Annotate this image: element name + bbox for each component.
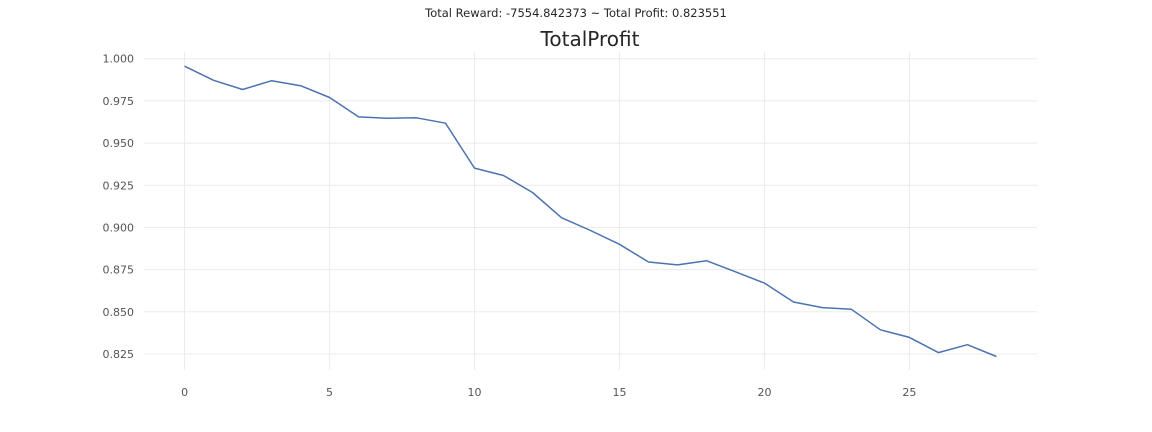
- y-tick-label: 0.850: [103, 306, 135, 319]
- series-group: [184, 65, 997, 358]
- y-tick-label: 0.925: [103, 179, 135, 192]
- x-tick-label: 0: [181, 386, 188, 399]
- y-tick-label: 0.950: [103, 137, 135, 150]
- y-tick-labels: 1.000 0.975 0.950 0.925 0.900 0.875 0.850 0.825: [103, 53, 135, 361]
- y-tick-label: 1.000: [103, 53, 135, 66]
- x-tick-label: 25: [902, 386, 916, 399]
- x-tick-label: 5: [326, 386, 333, 399]
- x-tick-labels: 0 5 10 15 20 25: [181, 386, 916, 399]
- x-tick-label: 10: [468, 386, 482, 399]
- y-tick-label: 0.900: [103, 221, 135, 234]
- series-line: [184, 65, 997, 358]
- x-tick-label: 20: [757, 386, 771, 399]
- y-tick-label: 0.975: [103, 95, 135, 108]
- y-tick-label: 0.825: [103, 348, 135, 361]
- x-tick-label: 15: [612, 386, 626, 399]
- y-tick-label: 0.875: [103, 264, 135, 277]
- chart-title: TotalProfit: [540, 27, 640, 51]
- figure-suptitle: Total Reward: -7554.842373 ~ Total Profi…: [425, 6, 727, 20]
- grid-lines: [144, 52, 1037, 370]
